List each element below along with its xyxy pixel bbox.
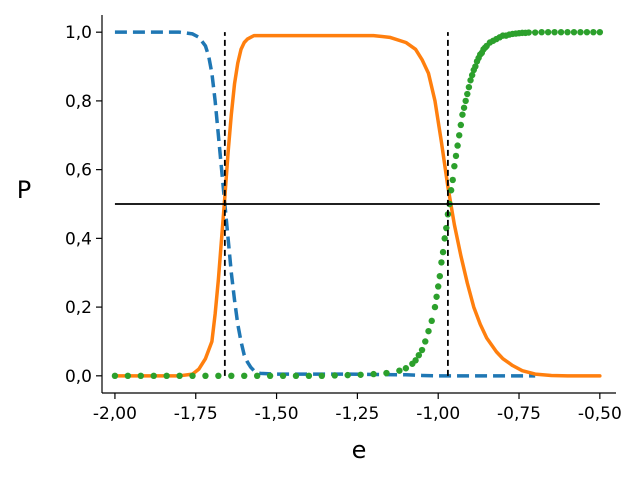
axes <box>96 15 616 399</box>
data-point <box>557 28 565 36</box>
data-point <box>443 224 450 232</box>
data-point <box>318 372 326 380</box>
x-tick-label: -1,75 <box>174 404 218 424</box>
data-point <box>451 163 458 170</box>
y-tick-label: 0,8 <box>65 92 92 112</box>
data-point <box>447 187 455 194</box>
y-tick-label: 0,4 <box>65 229 92 249</box>
data-point <box>176 372 183 380</box>
data-point <box>253 372 261 380</box>
data-point <box>428 317 435 325</box>
series-group <box>111 28 604 380</box>
data-point <box>415 352 423 359</box>
series-3 <box>111 28 604 380</box>
data-point <box>472 63 479 70</box>
data-point <box>457 121 465 129</box>
x-tick-label: -1,25 <box>335 404 379 424</box>
data-point <box>564 28 571 36</box>
x-tick-label: -1,50 <box>255 404 299 424</box>
data-point <box>438 259 445 266</box>
data-point <box>202 372 209 380</box>
data-point <box>292 372 300 380</box>
data-point <box>583 28 591 36</box>
data-point <box>357 371 364 378</box>
data-point <box>124 372 132 380</box>
data-point <box>570 28 578 36</box>
x-axis-label: e <box>352 436 367 464</box>
data-point <box>402 365 410 372</box>
tick-labels: -2,00 -1,75 -1,50 -1,25 -1,00 -0,75 -0,50 0,0 0,… <box>65 23 622 424</box>
x-tick-label: -2,00 <box>93 404 137 424</box>
data-point <box>370 370 377 378</box>
data-point <box>189 372 196 380</box>
data-point <box>422 338 429 345</box>
data-point <box>111 372 119 380</box>
data-point <box>412 357 419 364</box>
reference-lines <box>114 32 600 376</box>
data-point <box>418 346 426 354</box>
data-point <box>525 29 532 36</box>
data-point <box>436 272 444 280</box>
data-point <box>596 28 604 36</box>
y-tick-label: 0,2 <box>65 298 92 318</box>
data-point <box>465 83 473 91</box>
data-point <box>163 372 170 380</box>
data-point <box>544 28 552 36</box>
data-point <box>460 104 468 111</box>
x-tick-label: -0,75 <box>497 404 541 424</box>
data-point <box>150 372 157 380</box>
data-point <box>449 176 456 184</box>
data-point <box>279 372 287 380</box>
data-point <box>433 293 440 300</box>
x-tick-label: -1,00 <box>416 404 460 424</box>
data-point <box>331 372 338 379</box>
data-point <box>383 369 390 377</box>
data-point <box>577 28 584 36</box>
data-point <box>551 28 558 36</box>
data-point <box>305 372 313 380</box>
series-1-line <box>114 30 536 378</box>
data-point <box>266 372 274 380</box>
data-point <box>459 111 466 118</box>
data-point <box>344 371 351 379</box>
data-point <box>464 90 471 98</box>
x-tick-label: -0,50 <box>578 404 622 424</box>
data-point <box>454 142 461 149</box>
data-point <box>531 29 539 36</box>
data-point <box>538 28 545 36</box>
data-point <box>439 248 447 256</box>
data-point <box>441 235 448 242</box>
data-point <box>215 372 222 380</box>
data-point <box>431 303 439 311</box>
y-axis-label: P <box>17 176 31 204</box>
data-point <box>468 71 476 79</box>
data-point <box>590 28 597 36</box>
data-point <box>228 372 235 380</box>
data-point <box>456 132 463 139</box>
data-point <box>467 77 474 84</box>
y-tick-label: 0,0 <box>65 367 92 387</box>
data-point <box>462 97 469 105</box>
series-2-line <box>113 33 602 378</box>
data-point <box>435 283 442 290</box>
data-point <box>241 372 248 380</box>
y-tick-label: 1,0 <box>65 23 92 43</box>
y-tick-label: 0,6 <box>65 161 92 181</box>
data-point <box>452 152 460 160</box>
data-point <box>396 367 403 374</box>
data-point <box>425 327 432 335</box>
data-point <box>137 372 144 380</box>
